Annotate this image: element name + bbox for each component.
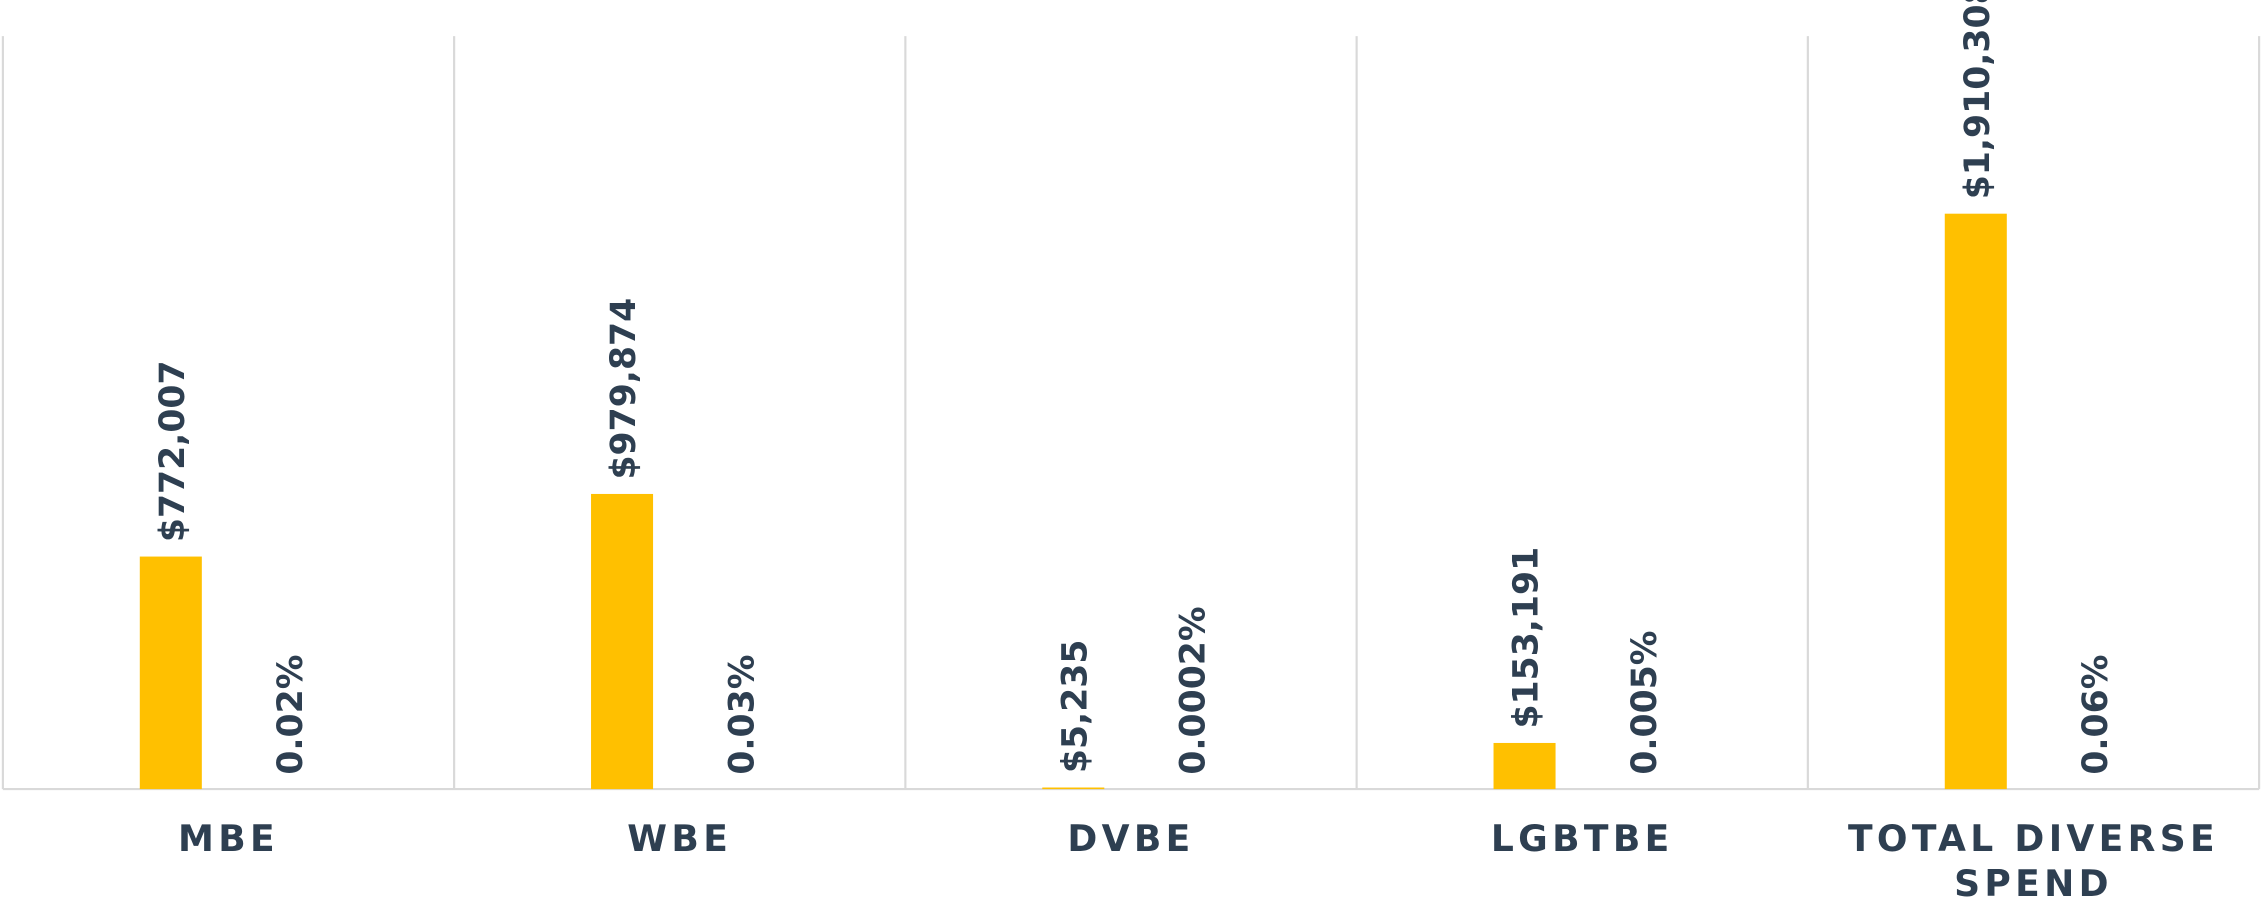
bar <box>591 493 654 790</box>
data-label: 0.0002% <box>1174 606 1214 774</box>
data-label: $1,910,308 <box>1958 0 1998 199</box>
data-label: $772,007 <box>153 360 193 542</box>
data-label: $979,874 <box>604 298 644 480</box>
data-label: 0.06% <box>2076 655 2116 775</box>
x-tick-label: LGBTBE <box>1490 817 1674 860</box>
bar <box>1042 787 1105 790</box>
data-label: $5,235 <box>1055 640 1095 774</box>
data-label: 0.005% <box>1625 631 1665 775</box>
bar <box>1944 213 2007 790</box>
data-label: 0.03% <box>722 655 762 775</box>
bar <box>139 556 202 790</box>
x-tick-label-box: LGBTBE <box>1490 817 1674 860</box>
data-label: 0.02% <box>271 655 311 775</box>
x-tick-label: TOTAL DIVERSE SPEND <box>1847 817 2220 905</box>
x-tick-label-box: WBE <box>627 817 733 860</box>
x-tick-label-box: MBE <box>177 817 279 860</box>
bar <box>1493 742 1556 790</box>
x-tick-label: WBE <box>627 817 733 860</box>
x-tick-label-box: TOTAL DIVERSE SPEND <box>1847 817 2220 905</box>
data-label: $153,191 <box>1507 547 1547 729</box>
x-tick-label: MBE <box>177 817 279 860</box>
x-tick-label-box: DVBE <box>1067 817 1195 860</box>
x-tick-label: DVBE <box>1067 817 1195 860</box>
